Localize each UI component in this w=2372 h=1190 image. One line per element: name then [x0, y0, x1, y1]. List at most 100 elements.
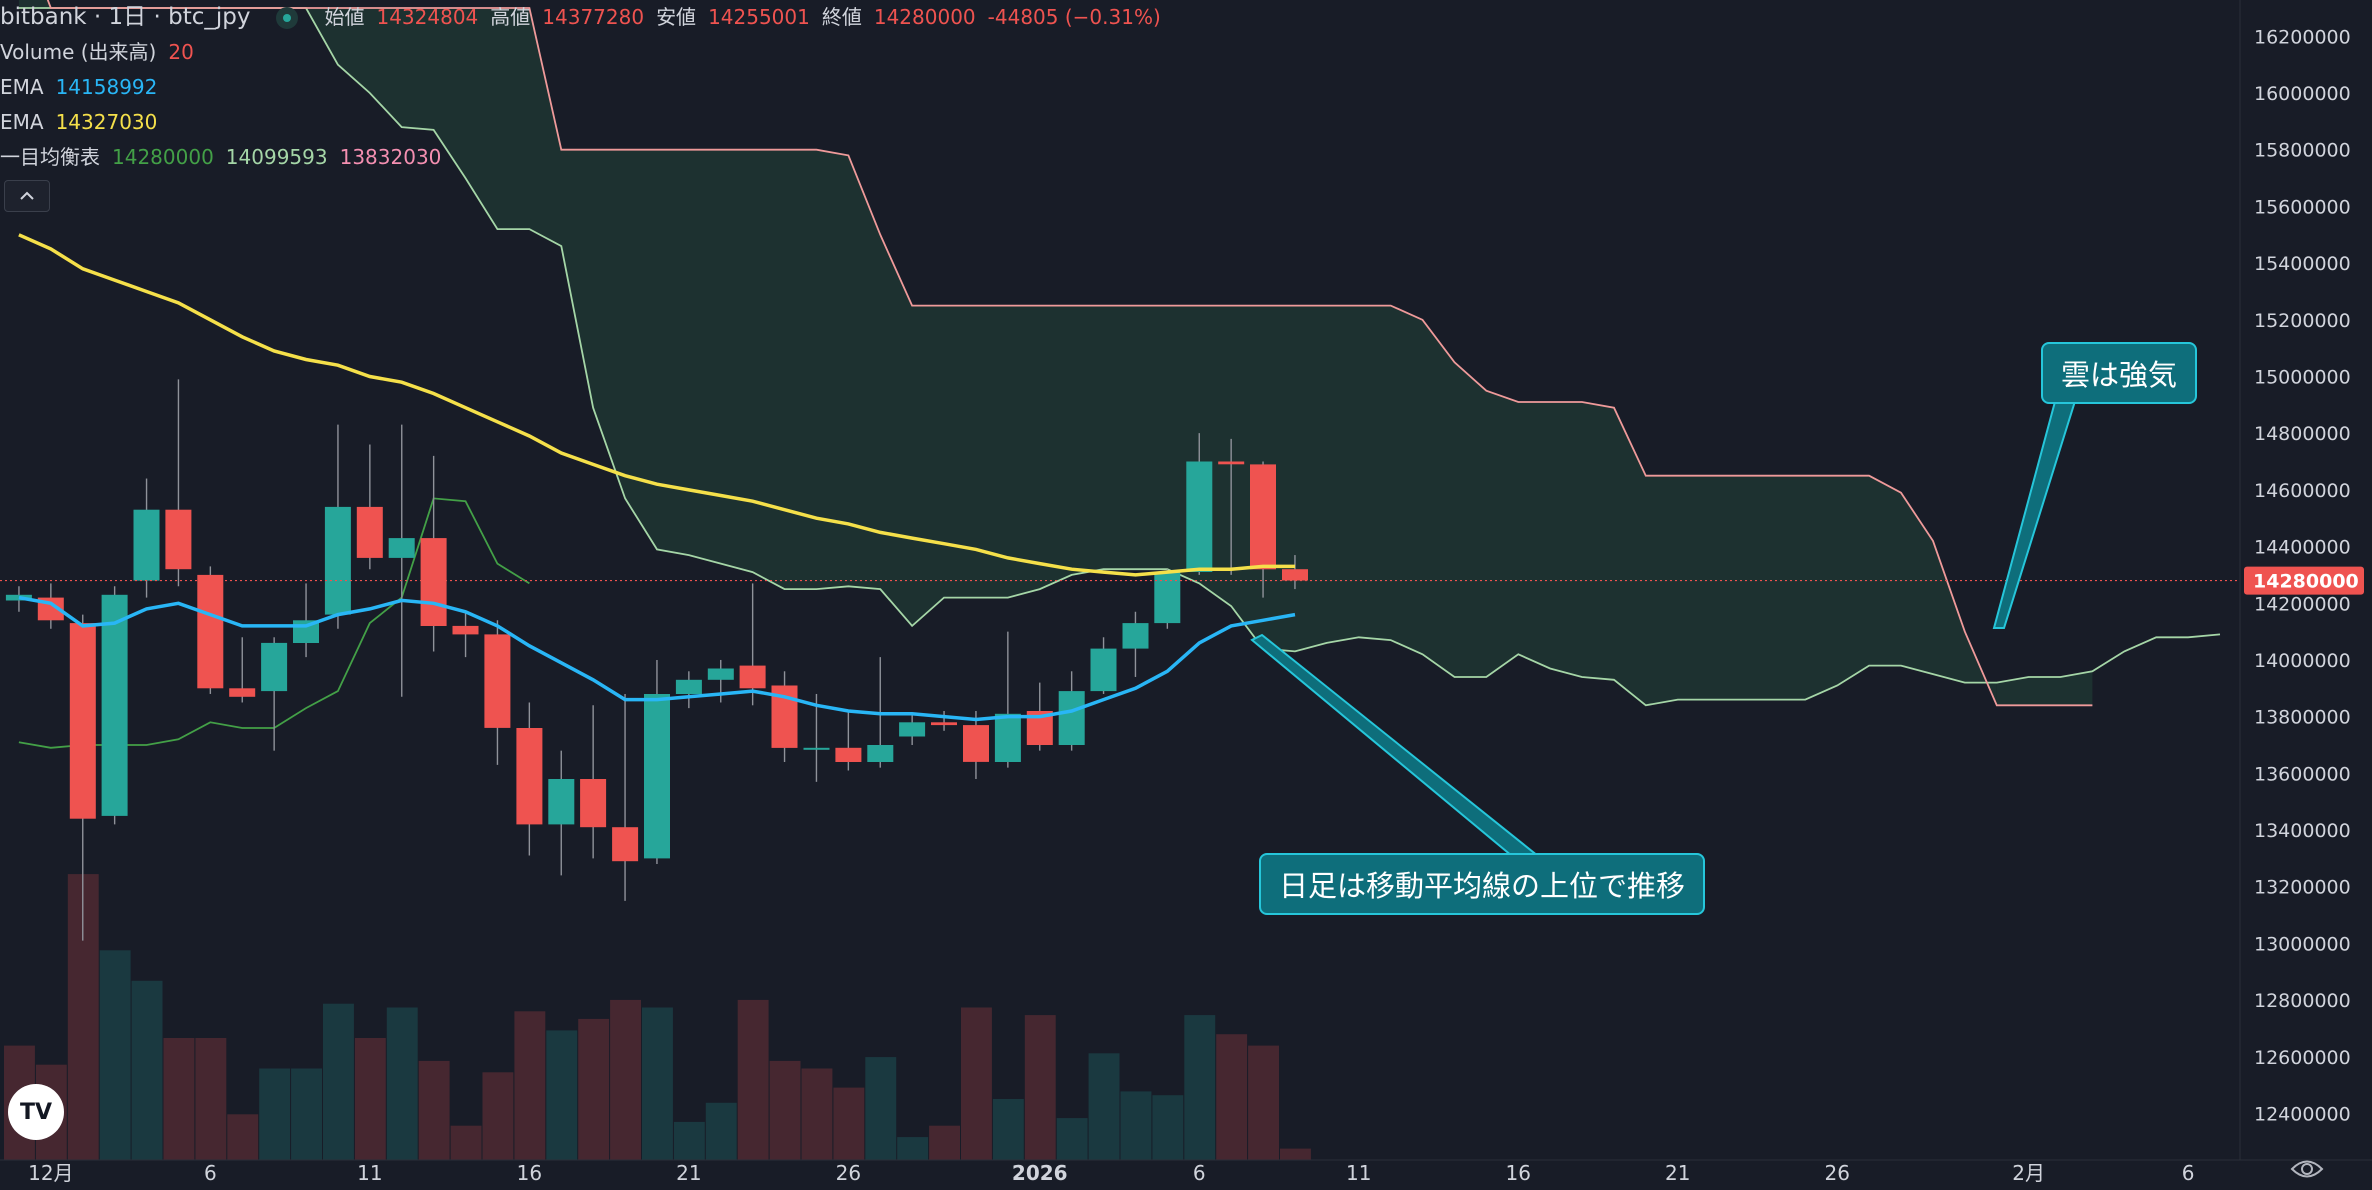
open-value: 14324804 — [376, 5, 479, 29]
volume-bar — [801, 1068, 833, 1160]
volume-bar — [1152, 1095, 1184, 1160]
ma-position-callout[interactable]: 日足は移動平均線の上位で推移 — [1259, 853, 1706, 915]
time-axis-background — [0, 1160, 2372, 1190]
candle-body — [612, 827, 639, 862]
current-price-badge — [2244, 566, 2364, 595]
ema-long-value: 14327030 — [55, 110, 158, 134]
ema-short-line — [18, 595, 1296, 722]
price-tick-label: 13800000 — [2254, 707, 2351, 729]
price-tick-label: 12800000 — [2254, 990, 2351, 1012]
ema-short-value: 14158992 — [55, 75, 158, 99]
chart-legend: bitbank · 1日 · btc_jpy 始値 14324804 高値 14… — [0, 0, 1173, 175]
candle-body — [261, 642, 288, 692]
candle-body — [388, 538, 415, 558]
time-tick-label: 21 — [1665, 1161, 1690, 1185]
time-tick-label: 16 — [1506, 1161, 1531, 1185]
legend-collapse-button[interactable] — [4, 180, 50, 212]
ichimoku-value-3: 13832030 — [339, 145, 442, 169]
change-value: -44805 (−0.31%) — [987, 5, 1161, 29]
candle-body — [1218, 461, 1245, 465]
price-tick-label: 16200000 — [2254, 26, 2351, 48]
ichimoku-value-1: 14280000 — [112, 145, 214, 169]
ichimoku-label: 一目均衡表 — [0, 145, 100, 169]
candle-body — [420, 538, 447, 626]
ichimoku-value-2: 14099593 — [225, 145, 328, 169]
ichimoku-span-b-line — [46, 0, 2093, 707]
candle-body — [1282, 569, 1308, 581]
candle-body — [516, 728, 543, 825]
candle-body — [356, 506, 383, 558]
candle-body — [867, 745, 894, 762]
candle-body — [165, 509, 192, 570]
legend-row-ichimoku[interactable]: 一目均衡表 14280000 14099593 13832030 — [0, 140, 1173, 175]
volume-bar — [1056, 1118, 1088, 1160]
candle-body — [101, 594, 128, 816]
candle-body — [133, 509, 160, 581]
volume-bar — [227, 1114, 259, 1161]
volume-bar — [259, 1068, 291, 1160]
volume-bar — [1184, 1015, 1216, 1160]
candle-body — [994, 713, 1021, 762]
volume-bar — [610, 999, 641, 1160]
ichimoku-cloud-segment — [18, 0, 1997, 706]
price-tick-label: 12400000 — [2254, 1104, 2351, 1126]
candle-body — [963, 725, 989, 762]
time-tick-label: 6 — [204, 1161, 217, 1185]
candle-body — [803, 747, 830, 750]
price-tick-label: 15600000 — [2254, 196, 2351, 218]
cloud-bullish-callout[interactable]: 雲は強気 — [2041, 342, 2198, 404]
legend-row-ema-long[interactable]: EMA 14327030 — [0, 105, 1173, 140]
legend-row-ema-short[interactable]: EMA 14158992 — [0, 70, 1173, 105]
price-tick-label: 15200000 — [2254, 310, 2351, 332]
volume-bar — [865, 1057, 897, 1160]
price-tick-label: 14800000 — [2254, 423, 2351, 445]
close-label: 終値 — [821, 5, 862, 29]
volume-bar — [992, 1099, 1024, 1160]
time-tick-label: 26 — [836, 1161, 861, 1185]
price-tick-label: 14200000 — [2254, 593, 2351, 615]
candle-body — [707, 668, 734, 680]
high-value: 14377280 — [542, 5, 645, 29]
time-tick-label: 21 — [676, 1161, 701, 1185]
live-dot-icon — [276, 6, 299, 29]
price-tick-label: 14600000 — [2254, 480, 2351, 502]
candle-body — [1090, 648, 1117, 692]
volume-bar — [1216, 1034, 1248, 1160]
volume-bar — [514, 1011, 546, 1160]
candle-body — [1250, 464, 1276, 570]
legend-row-volume[interactable]: Volume (出来高) 20 — [0, 35, 1173, 70]
candle-body — [484, 634, 511, 728]
ema-short-label: EMA — [0, 75, 44, 99]
volume-bar — [418, 1060, 450, 1160]
candle-body — [1186, 461, 1213, 572]
volume-bar — [323, 1003, 354, 1160]
price-tick-label: 16000000 — [2254, 83, 2351, 105]
volume-bar — [354, 1038, 386, 1160]
volume-bar — [291, 1068, 322, 1160]
cloud-callout-pointer — [1992, 397, 2078, 629]
volume-label: Volume (出来高) — [0, 40, 157, 64]
price-tick-label: 14400000 — [2254, 537, 2351, 559]
volume-bar — [1088, 1053, 1120, 1161]
volume-bar — [99, 950, 131, 1160]
candle-body — [580, 779, 607, 828]
ema-long-line — [18, 233, 1295, 577]
chevron-up-icon — [20, 191, 34, 200]
low-label: 安値 — [656, 5, 697, 29]
settings-icon[interactable] — [2290, 1156, 2324, 1182]
time-tick-label: 2026 — [1012, 1161, 1068, 1185]
price-tick-label: 15800000 — [2254, 140, 2351, 162]
ema-long-label: EMA — [0, 110, 44, 134]
tradingview-logo[interactable]: TV — [8, 1084, 64, 1140]
time-tick-label: 6 — [2182, 1161, 2195, 1185]
low-value: 14255001 — [708, 5, 810, 29]
volume-bar — [1024, 1015, 1056, 1160]
price-tick-label: 13200000 — [2254, 877, 2351, 899]
volume-bar — [642, 1007, 673, 1160]
price-tick-label: 13000000 — [2254, 933, 2351, 955]
candle-body — [197, 574, 224, 689]
volume-bar — [673, 1121, 705, 1160]
candle-body — [229, 688, 256, 697]
symbol-title[interactable]: bitbank · 1日 · btc_jpy — [0, 4, 251, 30]
